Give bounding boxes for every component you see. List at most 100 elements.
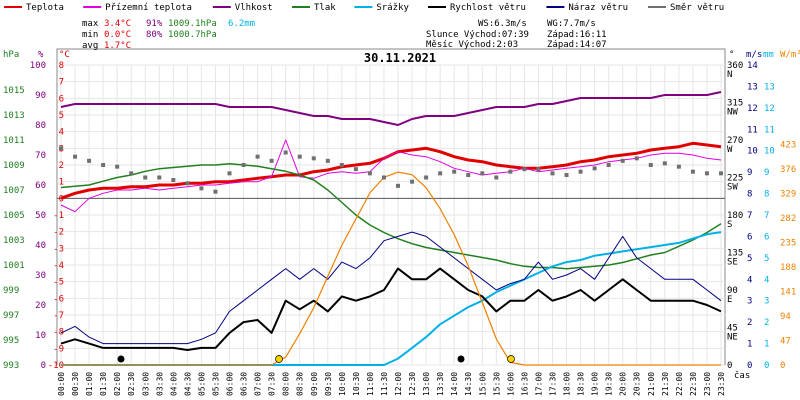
tick-mm-9: 9 — [764, 168, 769, 178]
tick-mm-2: 2 — [764, 318, 769, 328]
tick-hpa-6: 1005 — [3, 211, 25, 221]
tick-degc-1: 7 — [59, 78, 64, 88]
tick-degc-15: -7 — [53, 311, 64, 321]
y-axes: 9939959979991001100310051007100910111013… — [3, 61, 796, 371]
point-směr-větru-6 — [143, 175, 148, 180]
legend-label-0: Teplota — [26, 3, 64, 13]
tick-x-12: 06:00 — [226, 372, 235, 396]
tick-x-11: 05:30 — [211, 372, 220, 396]
tick-mm-11: 11 — [764, 125, 775, 135]
point-směr-větru-37 — [578, 169, 583, 174]
tick-mm-8: 8 — [764, 190, 769, 200]
plot-area — [59, 91, 723, 366]
tick-ms-4: 4 — [747, 275, 752, 285]
legend-label-1: Přízemní teplota — [105, 3, 192, 13]
stat-max-press: 1009.1hPa — [168, 19, 217, 29]
tick-mm-13: 13 — [764, 82, 775, 92]
legend-label-7: Směr větru — [670, 3, 724, 13]
point-směr-větru-40 — [620, 158, 625, 163]
point-směr-větru-1 — [73, 154, 78, 159]
tick-ms-7: 7 — [747, 211, 752, 221]
stat-min-temp: 0.0°C — [104, 30, 131, 40]
tick-x-42: 21:00 — [647, 372, 656, 396]
sun-set: Západ:16:11 — [547, 30, 607, 40]
tick-deg-2: 90 E — [727, 286, 738, 305]
point-směr-větru-17 — [297, 154, 302, 159]
point-směr-větru-22 — [367, 171, 372, 176]
point-směr-větru-45 — [690, 169, 695, 174]
point-směr-větru-27 — [438, 171, 443, 176]
axis-unit-cas: čas — [734, 370, 750, 381]
point-směr-větru-30 — [480, 171, 485, 176]
tick-mm-4: 4 — [764, 275, 769, 285]
tick-x-1: 00:30 — [71, 372, 80, 396]
tick-mm-10: 10 — [764, 147, 775, 157]
point-směr-větru-43 — [662, 161, 667, 166]
tick-hpa-9: 1011 — [3, 136, 25, 146]
tick-deg-5: 225 SW — [727, 174, 743, 193]
point-směr-větru-28 — [452, 169, 457, 174]
point-směr-větru-16 — [283, 150, 288, 155]
legend-label-3: Tlak — [314, 3, 336, 13]
point-směr-větru-8 — [171, 178, 176, 182]
tick-degc-6: 2 — [59, 161, 64, 171]
axis-unit-wm2: W/m² — [780, 50, 800, 60]
tick-pct-3: 30 — [35, 271, 46, 281]
legend: Teplota Přízemní teplota Vlhkost Tlak Srážky… — [4, 3, 724, 13]
tick-x-14: 07:00 — [254, 372, 263, 396]
tick-degc-8: 0 — [59, 194, 64, 204]
stats-block: max 3.4°C 91% 1009.1hPa 6.2mm min 0.0°C … — [82, 19, 255, 51]
astro-block: WS:6.3m/s WG:7.7m/s Slunce Východ:07:39 … — [426, 19, 607, 50]
tick-hpa-7: 1007 — [3, 186, 25, 196]
tick-x-19: 09:30 — [324, 372, 333, 396]
point-směr-větru-42 — [648, 163, 653, 167]
tick-x-31: 15:30 — [492, 372, 501, 396]
tick-x-24: 12:00 — [394, 372, 403, 396]
tick-hpa-8: 1009 — [3, 161, 25, 171]
legend-label-5: Rychlost větru — [450, 3, 526, 13]
point-směr-větru-25 — [410, 179, 415, 184]
point-směr-větru-0 — [59, 146, 63, 151]
tick-wm2-7: 329 — [780, 189, 796, 199]
stat-avg-temp: 1.7°C — [104, 41, 131, 51]
tick-x-40: 20:00 — [619, 372, 628, 396]
tick-wm2-0: 0 — [780, 361, 785, 371]
sunset-icon — [507, 355, 515, 363]
tick-x-37: 18:30 — [577, 372, 586, 396]
point-směr-větru-29 — [466, 173, 471, 177]
point-směr-větru-14 — [255, 154, 260, 159]
tick-degc-18: -10 — [48, 361, 64, 371]
tick-ms-6: 6 — [747, 232, 752, 242]
axis-unit-deg: ° — [729, 50, 734, 60]
tick-hpa-3: 999 — [3, 286, 19, 296]
point-směr-větru-20 — [339, 163, 344, 167]
wind-gust-max: WG:7.7m/s — [547, 19, 596, 29]
tick-x-16: 08:00 — [282, 372, 291, 396]
tick-wm2-4: 188 — [780, 263, 796, 273]
tick-x-44: 22:00 — [675, 372, 684, 396]
tick-hpa-5: 1003 — [3, 236, 25, 246]
tick-ms-8: 8 — [747, 190, 752, 200]
tick-x-17: 08:30 — [296, 372, 305, 396]
point-směr-větru-2 — [87, 158, 92, 163]
tick-x-41: 20:30 — [633, 372, 642, 396]
tick-x-27: 13:30 — [436, 372, 445, 396]
moonrise-icon — [117, 355, 125, 363]
tick-pct-5: 50 — [35, 211, 46, 221]
tick-x-26: 13:00 — [422, 372, 431, 396]
tick-hpa-2: 997 — [3, 311, 19, 321]
tick-x-32: 16:00 — [506, 372, 515, 396]
grid-lines — [57, 64, 725, 366]
tick-x-46: 23:00 — [703, 372, 712, 396]
stat-avg-label: avg — [82, 41, 98, 51]
tick-ms-12: 12 — [747, 104, 758, 114]
tick-degc-12: -4 — [53, 261, 64, 271]
stat-max-temp: 3.4°C — [104, 19, 131, 29]
axis-unit-degc: °C — [59, 50, 70, 60]
point-směr-větru-3 — [101, 163, 106, 167]
tick-hpa-4: 1001 — [3, 261, 25, 271]
tick-x-18: 09:00 — [310, 372, 319, 396]
point-směr-větru-5 — [129, 171, 134, 176]
point-směr-větru-19 — [325, 158, 330, 163]
tick-degc-7: 1 — [59, 178, 64, 188]
